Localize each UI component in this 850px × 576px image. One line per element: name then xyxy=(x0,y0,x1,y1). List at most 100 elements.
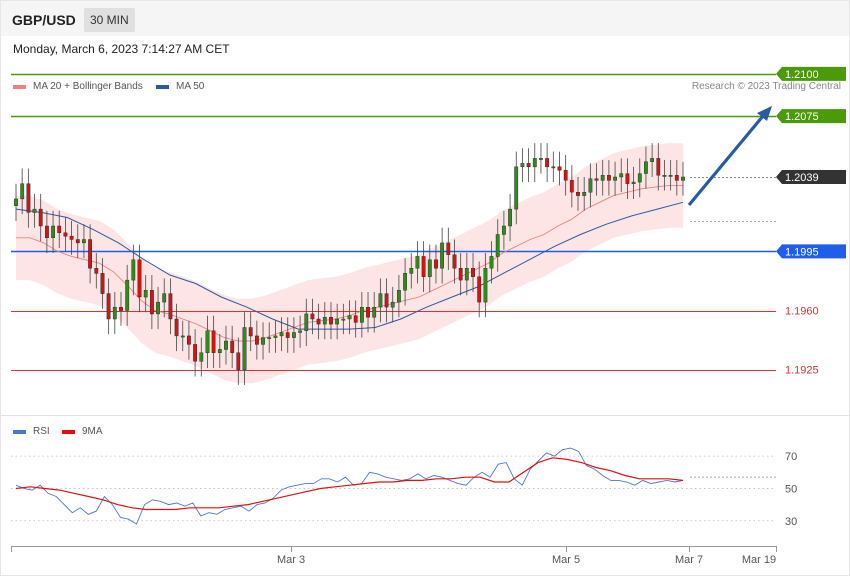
candle-body xyxy=(137,259,142,298)
candle-body xyxy=(489,256,494,269)
candle-body xyxy=(347,315,352,320)
candle-body xyxy=(248,327,253,337)
candle-body xyxy=(662,175,667,177)
candle-body xyxy=(520,163,525,167)
candle-body xyxy=(310,313,315,320)
candle-body xyxy=(446,242,451,255)
candle-body xyxy=(502,225,506,235)
candle-body xyxy=(471,268,475,277)
candle-body xyxy=(242,327,247,370)
candle-body xyxy=(119,307,123,311)
level-tag-1.1995 xyxy=(776,244,846,259)
candle-body xyxy=(125,279,130,311)
candle-body xyxy=(353,315,358,323)
candle-body xyxy=(63,232,68,237)
legend-label-rsi: RSI xyxy=(33,426,50,437)
credit-label: Research © 2023 Trading Central xyxy=(691,81,841,92)
candle-body xyxy=(625,173,630,184)
candle-body xyxy=(514,166,519,210)
candle-body xyxy=(94,268,99,274)
candle-body xyxy=(372,307,377,318)
header-bar: GBP/USD 30 MIN xyxy=(1,1,849,36)
candle-body xyxy=(14,198,18,206)
candle-body xyxy=(106,293,111,320)
candle-body xyxy=(217,349,222,353)
candle-body xyxy=(576,191,580,196)
rsi-tick-label: 30 xyxy=(785,516,797,528)
candle-body xyxy=(316,318,321,325)
candle-body xyxy=(26,183,31,213)
level-label-1.2100: 1.2100 xyxy=(785,69,819,81)
candle-body xyxy=(366,307,370,318)
legend-ma20: MA 20 + Bollinger Bands xyxy=(13,81,143,92)
level-tag-1.2100 xyxy=(776,66,846,81)
candle-body xyxy=(421,256,426,277)
candle-body xyxy=(582,191,587,196)
candle-body xyxy=(532,158,537,168)
candle-body xyxy=(613,176,618,181)
candle-body xyxy=(38,208,43,227)
candle-body xyxy=(631,181,636,184)
candle-body xyxy=(526,163,531,167)
candle-body xyxy=(57,225,62,234)
bollinger-band xyxy=(16,143,683,384)
candle-body xyxy=(681,176,685,181)
candle-body xyxy=(292,332,296,338)
legend-swatch-rsi xyxy=(13,429,26,434)
time-axis-label: Mar 7 xyxy=(675,554,703,566)
candle-body xyxy=(156,301,160,315)
candle-body xyxy=(397,290,401,303)
candle-body xyxy=(100,273,105,294)
candle-body xyxy=(205,330,210,353)
candle-body xyxy=(378,293,383,308)
candle-body xyxy=(415,256,420,269)
candle-body xyxy=(619,173,624,178)
rsi-line xyxy=(15,447,684,525)
timeframe-button[interactable]: 30 MIN xyxy=(84,8,135,32)
legend-swatch-9ma xyxy=(62,429,75,434)
candle-body xyxy=(285,332,290,338)
rsi-9ma-line xyxy=(15,457,684,511)
legend-ma50: MA 50 xyxy=(156,81,204,92)
candle-body xyxy=(131,259,136,281)
candle-body xyxy=(32,208,37,213)
candle-body xyxy=(230,340,235,354)
candle-body xyxy=(594,178,599,181)
time-axis-label: Mar 3 xyxy=(277,554,305,566)
candle-body xyxy=(267,337,272,340)
candle-body xyxy=(440,242,444,269)
candle-body xyxy=(477,276,482,303)
candle-body xyxy=(112,307,117,320)
candle-body xyxy=(427,259,432,277)
candle-body xyxy=(236,352,241,370)
candle-body xyxy=(273,335,278,338)
candle-body xyxy=(75,239,80,244)
candle-body xyxy=(174,318,179,337)
candle-body xyxy=(390,301,395,308)
candle-body xyxy=(211,330,216,353)
candle-body xyxy=(329,317,333,325)
candle-body xyxy=(335,318,339,325)
candle-body xyxy=(304,313,309,331)
candle-body xyxy=(143,290,148,298)
candle-body xyxy=(508,208,512,227)
level-label-1.2039: 1.2039 xyxy=(785,172,819,184)
candle-body xyxy=(341,318,346,321)
candle-body xyxy=(162,293,167,303)
legend-swatch-ma20 xyxy=(13,84,26,89)
legend-label-ma20: MA 20 + Bollinger Bands xyxy=(33,81,143,92)
candle-body xyxy=(69,235,74,240)
forecast-arrow-shaft xyxy=(687,114,765,207)
candle-body xyxy=(637,173,642,183)
level-tag-1.2075 xyxy=(776,109,846,124)
legend-9ma: 9MA xyxy=(62,426,103,437)
candle-body xyxy=(650,158,655,162)
candle-body xyxy=(279,332,284,337)
level-label-1.1960: 1.1960 xyxy=(785,306,819,318)
candle-body xyxy=(563,169,568,181)
candle-body xyxy=(551,166,556,169)
candle-body xyxy=(81,239,86,244)
rsi-tick-label: 70 xyxy=(785,451,797,463)
candle-body xyxy=(254,335,259,345)
